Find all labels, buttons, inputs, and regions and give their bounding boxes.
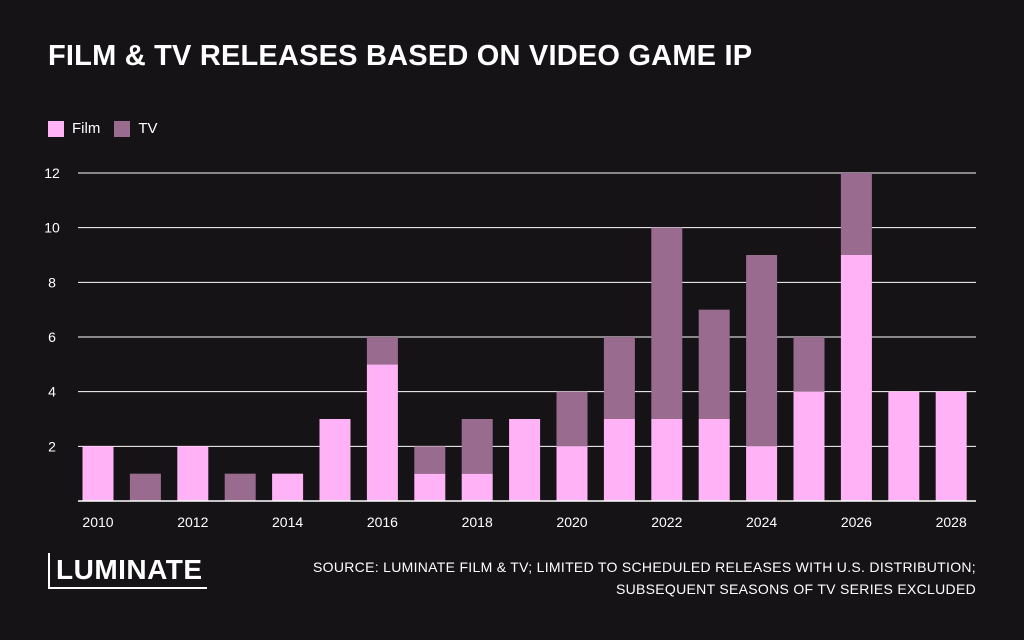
bar-film-2015	[319, 419, 351, 501]
bar-tv-2018	[461, 419, 493, 474]
legend-item-tv: TV	[114, 120, 158, 137]
legend-item-film: Film	[48, 120, 100, 137]
bar-film-2017	[414, 473, 446, 501]
legend-label-film: Film	[72, 120, 101, 137]
x-tick-label-2010: 2010	[82, 514, 113, 530]
legend: Film TV	[48, 120, 158, 137]
bar-film-2014	[272, 473, 304, 501]
bar-tv-2022	[651, 227, 683, 419]
bar-tv-2026	[840, 173, 872, 255]
x-tick-label-2024: 2024	[746, 514, 777, 530]
bar-tv-2017	[414, 446, 446, 474]
bar-film-2025	[793, 391, 825, 501]
bar-film-2020	[556, 446, 588, 501]
chart-title: FILM & TV RELEASES BASED ON VIDEO GAME I…	[48, 40, 753, 72]
source-note: SOURCE: LUMINATE FILM & TV; LIMITED TO S…	[313, 556, 976, 600]
bar-film-2018	[461, 473, 493, 501]
bar-film-2012	[177, 446, 209, 501]
bar-film-2016	[366, 364, 398, 501]
y-tick-label: 2	[48, 438, 56, 454]
bar-film-2026	[840, 255, 872, 501]
bar-film-2010	[82, 446, 114, 501]
legend-swatch-film	[48, 120, 64, 137]
luminate-logo: LUMINATE	[48, 553, 207, 589]
bar-film-2019	[509, 419, 541, 501]
bar-film-2022	[651, 419, 683, 501]
bar-tv-2024	[746, 255, 778, 447]
bar-tv-2013	[224, 473, 256, 501]
x-tick-label-2016: 2016	[367, 514, 398, 530]
y-tick-label: 4	[48, 384, 56, 400]
bar-film-2028	[935, 391, 967, 501]
x-tick-label-2012: 2012	[177, 514, 208, 530]
bar-tv-2020	[556, 391, 588, 447]
y-tick-label: 12	[44, 165, 60, 181]
bar-film-2023	[698, 419, 730, 501]
y-tick-label: 10	[44, 220, 60, 236]
bar-tv-2016	[366, 337, 398, 365]
bar-tv-2023	[698, 309, 730, 419]
x-tick-label-2026: 2026	[841, 514, 872, 530]
x-tick-label-2022: 2022	[651, 514, 682, 530]
y-tick-label: 8	[48, 274, 56, 290]
x-tick-label-2020: 2020	[556, 514, 587, 530]
x-tick-label-2018: 2018	[462, 514, 493, 530]
source-line-1: SOURCE: LUMINATE FILM & TV; LIMITED TO S…	[313, 559, 976, 575]
legend-label-tv: TV	[138, 120, 158, 137]
x-tick-label-2014: 2014	[272, 514, 303, 530]
bar-tv-2021	[603, 337, 635, 419]
legend-swatch-tv	[114, 120, 131, 137]
bar-tv-2011	[129, 473, 161, 501]
x-tick-label-2028: 2028	[936, 514, 967, 530]
bar-film-2027	[888, 391, 920, 501]
bar-film-2024	[746, 446, 778, 501]
y-tick-label: 6	[48, 329, 56, 345]
source-line-2: SUBSEQUENT SEASONS OF TV SERIES EXCLUDED	[615, 581, 976, 597]
bar-film-2021	[603, 419, 635, 501]
bar-tv-2025	[793, 337, 825, 392]
